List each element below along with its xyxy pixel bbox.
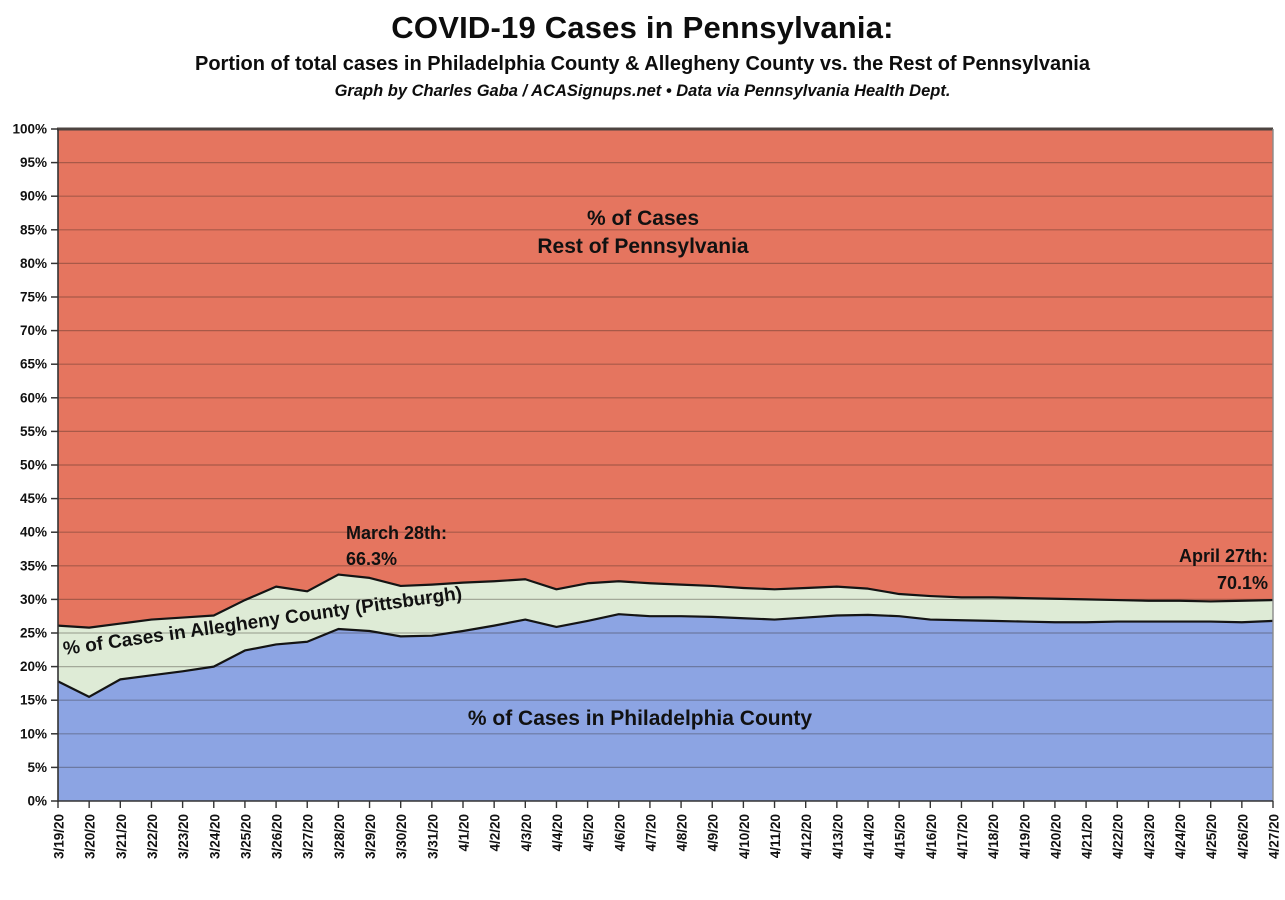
x-tick-label: 4/10/20 bbox=[737, 814, 752, 859]
x-tick-label: 4/11/20 bbox=[768, 814, 783, 858]
x-tick-label: 3/24/20 bbox=[207, 814, 222, 859]
x-tick-label: 4/27/20 bbox=[1267, 814, 1282, 859]
x-tick-label: 4/16/20 bbox=[924, 814, 939, 859]
annotation-march28-line2: 66.3% bbox=[346, 549, 397, 569]
y-tick-label: 90% bbox=[20, 189, 47, 204]
x-tick-label: 3/28/20 bbox=[332, 814, 347, 859]
line-total-boundary bbox=[57, 573, 1274, 629]
x-tick-label: 4/24/20 bbox=[1173, 814, 1188, 859]
y-tick-label: 95% bbox=[20, 155, 47, 170]
x-tick-label: 4/15/20 bbox=[893, 814, 908, 859]
y-tick-label: 50% bbox=[20, 458, 47, 473]
x-tick-label: 4/4/20 bbox=[550, 814, 565, 852]
x-tick-label: 4/2/20 bbox=[488, 814, 503, 852]
page-title: COVID-19 Cases in Pennsylvania: bbox=[391, 10, 894, 45]
x-tick-label: 3/26/20 bbox=[270, 814, 285, 859]
x-tick-label: 4/23/20 bbox=[1142, 814, 1157, 859]
x-tick-label: 4/17/20 bbox=[955, 814, 970, 859]
annotation-march28-line1: March 28th: bbox=[346, 523, 447, 543]
y-tick-label: 75% bbox=[20, 290, 47, 305]
x-tick-label: 4/12/20 bbox=[799, 814, 814, 859]
x-tick-label: 4/8/20 bbox=[675, 814, 690, 852]
y-tick-label: 60% bbox=[20, 390, 47, 405]
y-tick-label: 55% bbox=[20, 424, 47, 439]
x-tick-label: 4/1/20 bbox=[457, 814, 472, 852]
y-tick-label: 20% bbox=[20, 659, 47, 674]
area-allegheny bbox=[58, 574, 1273, 697]
x-tick-label: 3/22/20 bbox=[145, 814, 160, 859]
x-tick-label: 3/31/20 bbox=[425, 814, 440, 859]
y-tick-label: 80% bbox=[20, 256, 47, 271]
x-tick-label: 4/6/20 bbox=[612, 814, 627, 852]
area-rest-of-pa bbox=[58, 129, 1273, 628]
x-tick-label: 4/26/20 bbox=[1235, 814, 1250, 859]
y-tick-label: 85% bbox=[20, 222, 47, 237]
x-tick-label: 4/19/20 bbox=[1017, 814, 1032, 859]
x-tick-label: 3/23/20 bbox=[176, 814, 191, 859]
annotation-april27-line2: 70.1% bbox=[1217, 573, 1268, 593]
y-tick-label: 40% bbox=[20, 525, 47, 540]
label-philadelphia: % of Cases in Philadelphia County bbox=[468, 707, 813, 730]
y-tick-label: 35% bbox=[20, 558, 47, 573]
x-tick-label: 3/30/20 bbox=[394, 814, 409, 859]
label-rest-of-pa-line2: Rest of Pennsylvania bbox=[537, 235, 749, 258]
x-tick-label: 4/3/20 bbox=[519, 814, 534, 852]
x-tick-label: 3/27/20 bbox=[301, 814, 316, 859]
x-tick-label: 3/21/20 bbox=[114, 814, 129, 859]
y-tick-label: 45% bbox=[20, 491, 47, 506]
x-tick-label: 3/29/20 bbox=[363, 814, 378, 859]
y-tick-label: 15% bbox=[20, 693, 47, 708]
x-tick-label: 4/7/20 bbox=[643, 814, 658, 852]
x-tick-label: 4/13/20 bbox=[830, 814, 845, 859]
x-tick-label: 4/18/20 bbox=[986, 814, 1001, 859]
chart-header: COVID-19 Cases in Pennsylvania: Portion … bbox=[0, 10, 1285, 101]
annotation-april27-line1: April 27th: bbox=[1179, 546, 1268, 566]
y-tick-label: 30% bbox=[20, 592, 47, 607]
x-tick-label: 4/14/20 bbox=[862, 814, 877, 859]
x-tick-label: 4/9/20 bbox=[706, 814, 721, 852]
x-tick-label: 4/21/20 bbox=[1080, 814, 1095, 859]
x-tick-label: 3/20/20 bbox=[83, 814, 98, 859]
line-philadelphia-boundary bbox=[57, 613, 1274, 698]
label-rest-of-pa-line1: % of Cases bbox=[587, 207, 699, 230]
y-tick-label: 70% bbox=[20, 323, 47, 338]
x-tick-label: 4/20/20 bbox=[1048, 814, 1063, 859]
x-tick-label: 3/19/20 bbox=[52, 814, 67, 859]
x-tick-label: 4/25/20 bbox=[1204, 814, 1219, 859]
y-tick-label: 10% bbox=[20, 726, 47, 741]
x-tick-label: 3/25/20 bbox=[238, 814, 253, 859]
y-tick-label: 0% bbox=[27, 794, 47, 809]
x-tick-label: 4/22/20 bbox=[1111, 814, 1126, 859]
area-philadelphia bbox=[58, 614, 1273, 801]
y-tick-label: 5% bbox=[27, 760, 47, 775]
credit-line: Graph by Charles Gaba / ACASignups.net •… bbox=[334, 82, 951, 100]
y-tick-label: 65% bbox=[20, 357, 47, 372]
x-tick-label: 4/5/20 bbox=[581, 814, 596, 852]
y-tick-label: 25% bbox=[20, 626, 47, 641]
y-tick-label: 100% bbox=[12, 122, 47, 137]
page-subtitle: Portion of total cases in Philadelphia C… bbox=[195, 53, 1090, 75]
